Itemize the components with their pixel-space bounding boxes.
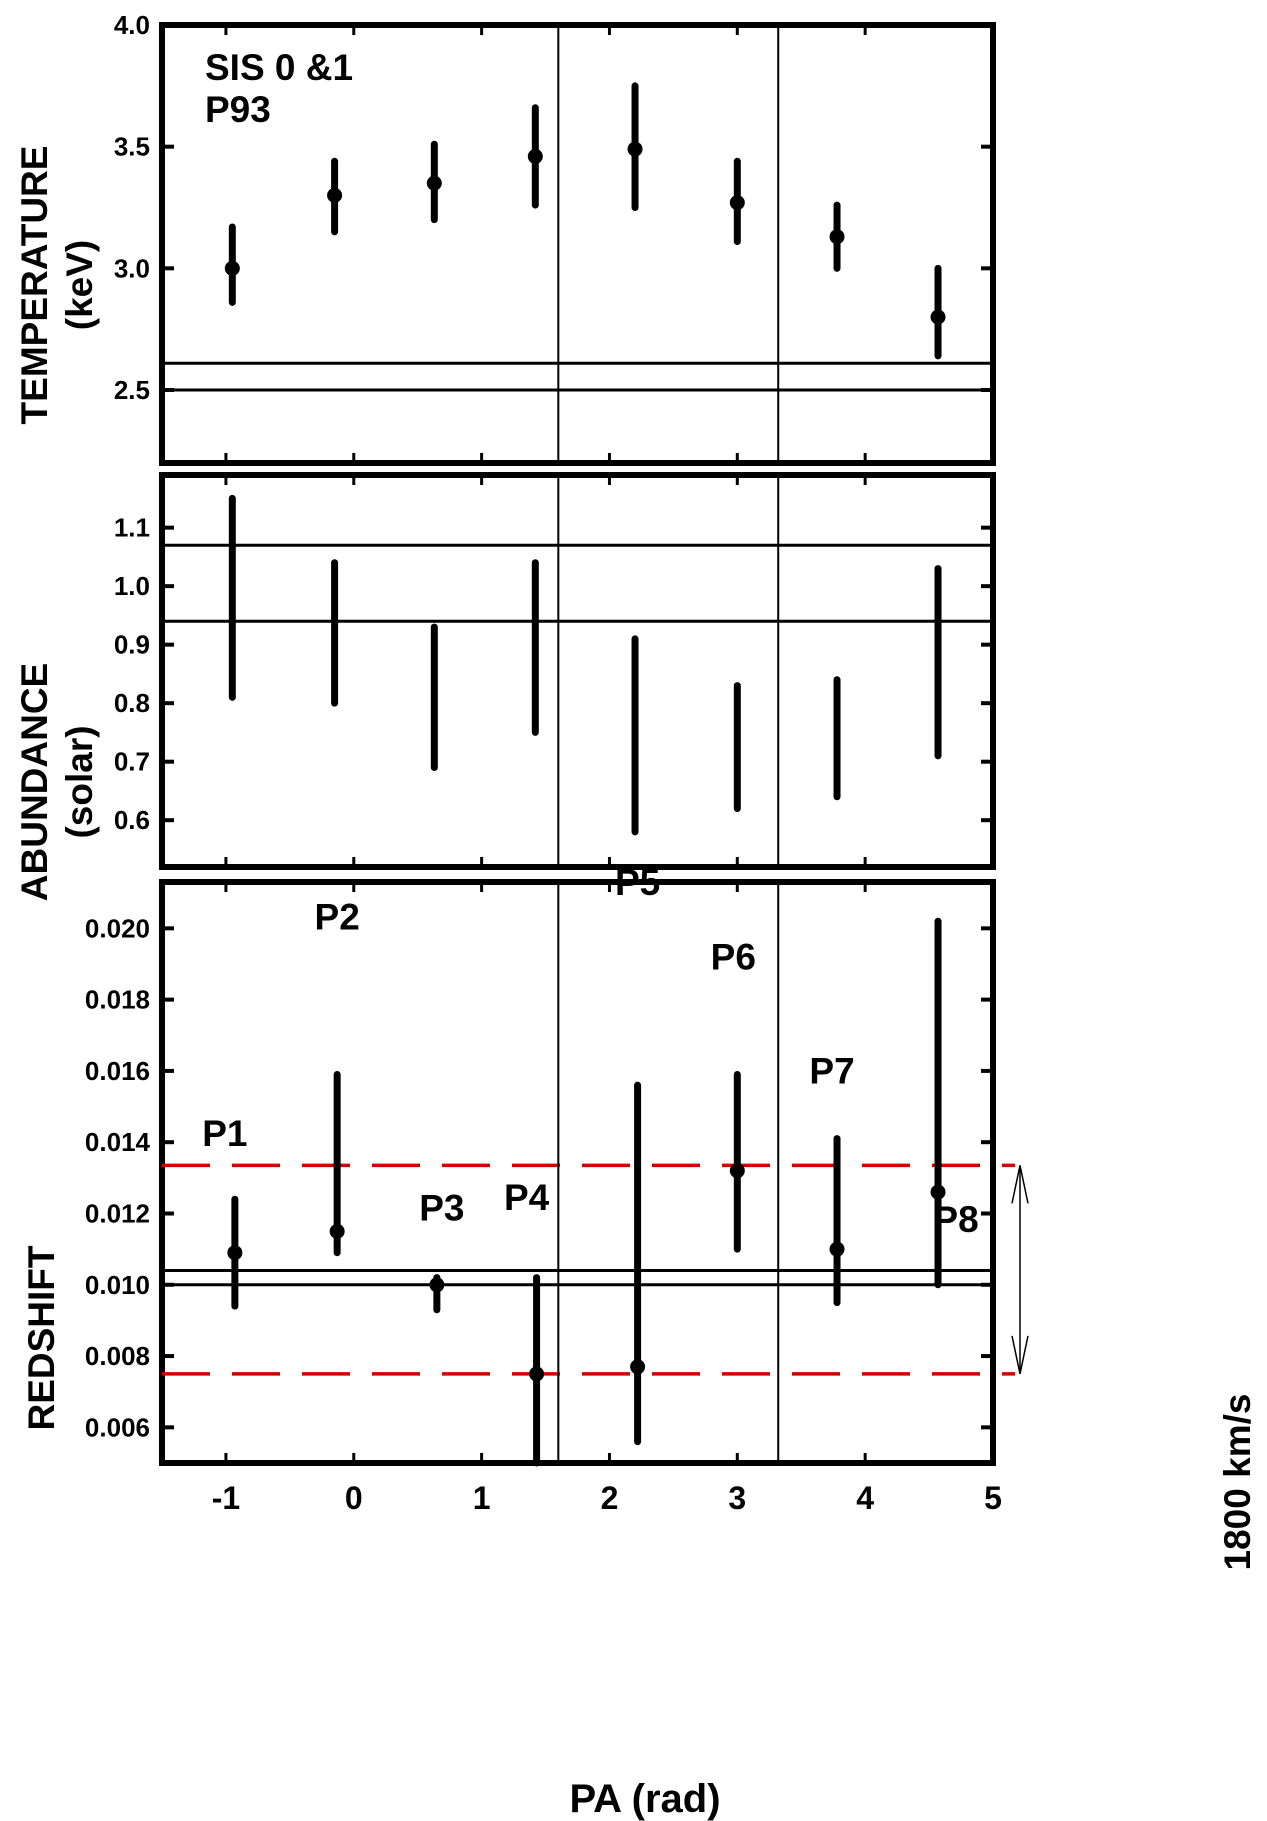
abundance-ylabel-line2: (solar) [59,725,100,838]
temperature-data-point [327,187,343,203]
temperature-ytick-label: 3.5 [114,132,150,162]
redshift-panel: 0.006 0.008 0.010 0.012 0.014 0.016 0.018 0.020… [85,862,1029,1467]
temperature-data-point [426,175,442,191]
x-axis: -1 0 1 2 3 4 5 [212,1480,1002,1516]
temperature-data-point [627,141,643,157]
temperature-ytick-label: 4.0 [114,10,150,40]
temperature-ylabel-line1: TEMPERATURE [14,146,55,425]
temperature-data-point [729,195,745,211]
temperature-annotation-line1: SIS 0 &1 [205,47,353,88]
temperature-data-point [829,229,845,245]
xtick-label: 0 [345,1480,363,1516]
temperature-ytick-label: 3.0 [114,253,150,283]
abundance-ytick-label: 1.1 [114,513,150,543]
panels-layer: 2.5 3.0 3.5 4.0 0.6 0.7 0.8 0.9 1.0 1.1 0.006 0.008… [85,10,1029,1467]
temperature-annotation-line2: P93 [205,89,271,130]
xtick-label: 5 [984,1480,1002,1516]
abundance-ytick-label: 0.6 [114,805,150,835]
redshift-data-point [729,1163,745,1179]
x-axis-label: PA (rad) [569,1777,720,1821]
point-label-p8: P8 [933,1199,978,1240]
point-label-p4: P4 [504,1177,550,1218]
redshift-ytick-label: 0.014 [85,1127,151,1157]
xtick-label: 4 [856,1480,874,1516]
abundance-ytick-label: 0.9 [114,630,150,660]
redshift-frame [159,879,996,1466]
temperature-frame [159,22,996,466]
xtick-label: 3 [728,1480,746,1516]
redshift-ylabel: REDSHIFT [21,1245,62,1430]
redshift-ytick-label: 0.020 [85,913,150,943]
temperature-ytick-label: 2.5 [114,375,150,405]
point-label-p1: P1 [202,1113,247,1154]
redshift-ytick-label: 0.006 [85,1412,150,1442]
xtick-label: 1 [473,1480,491,1516]
abundance-ylabel-line1: ABUNDANCE [14,663,55,901]
velocity-arrow-head-up [1011,1165,1029,1204]
temperature-data-point [527,148,543,164]
redshift-data-point [329,1223,345,1239]
redshift-data-point [429,1277,445,1293]
vertical-lines-layer [557,25,780,1463]
velocity-arrow-head-down [1011,1335,1029,1375]
temperature-ylabel-line2: (keV) [59,240,100,330]
point-label-p6: P6 [711,936,756,977]
temperature-panel: 2.5 3.0 3.5 4.0 [114,10,996,466]
redshift-ytick-label: 0.012 [85,1198,150,1228]
abundance-ytick-label: 0.8 [114,688,150,718]
point-label-p5: P5 [615,862,660,903]
redshift-ytick-label: 0.016 [85,1056,150,1086]
redshift-data-point [630,1359,646,1375]
redshift-data-point [227,1245,243,1261]
abundance-ytick-label: 0.7 [114,747,150,777]
redshift-data-point [930,1184,946,1200]
redshift-ytick-label: 0.008 [85,1341,150,1371]
abundance-frame [159,472,996,870]
point-label-p3: P3 [419,1188,464,1229]
xtick-label: 2 [601,1480,619,1516]
xtick-label: -1 [212,1480,240,1516]
abundance-panel: 0.6 0.7 0.8 0.9 1.0 1.1 [114,472,996,870]
redshift-ytick-label: 0.018 [85,985,150,1015]
velocity-span-label: 1800 km/s [1217,1394,1258,1571]
temperature-data-point [930,309,946,325]
point-label-p7: P7 [809,1051,854,1092]
redshift-ytick-label: 0.010 [85,1270,150,1300]
redshift-data-point [529,1366,545,1382]
temperature-data-point [224,260,240,276]
abundance-ytick-label: 1.0 [114,571,150,601]
point-label-p2: P2 [315,896,360,937]
redshift-data-point [829,1241,845,1257]
